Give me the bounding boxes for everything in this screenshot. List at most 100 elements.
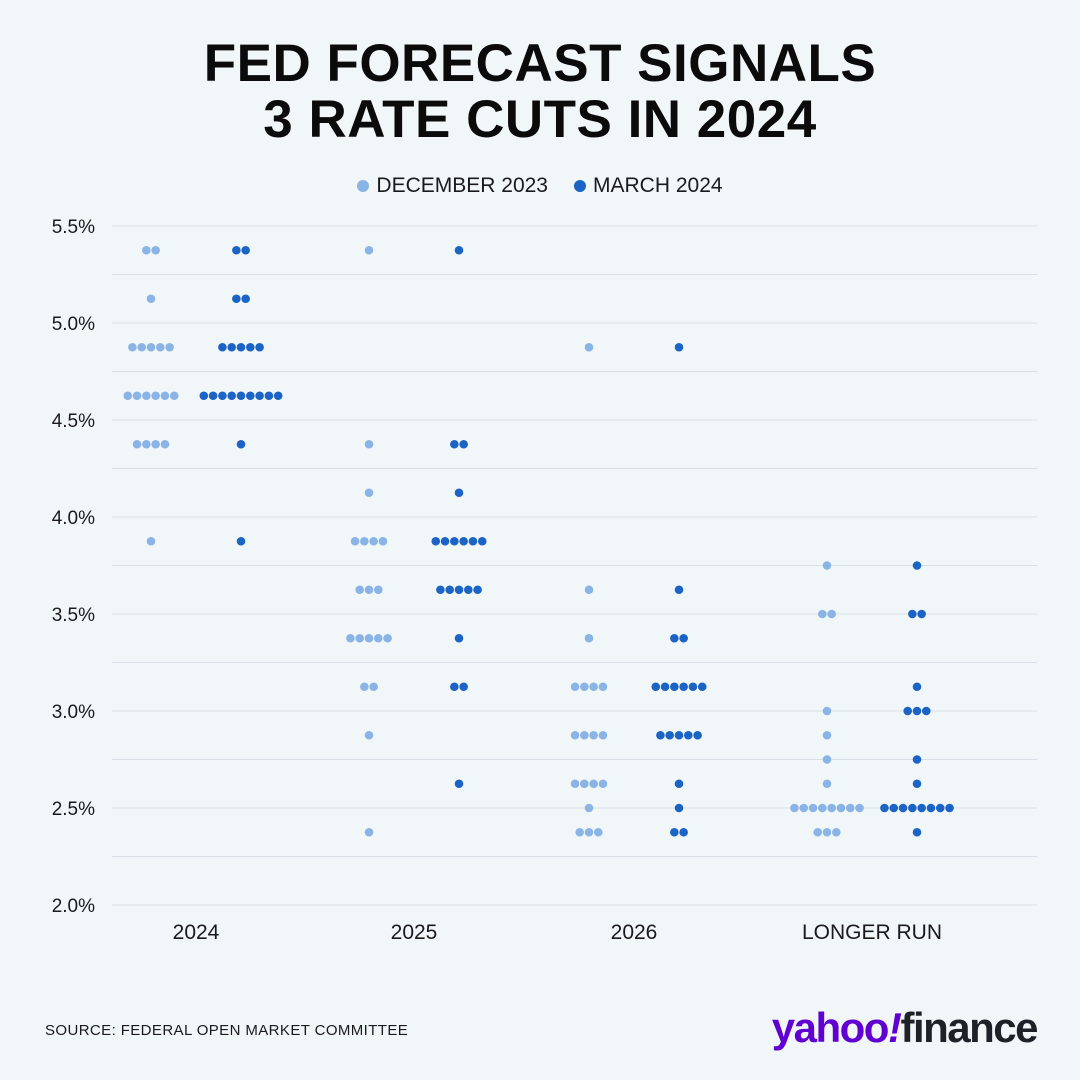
x-tick-label: LONGER RUN — [802, 921, 942, 944]
data-point — [227, 391, 236, 401]
data-point — [431, 536, 441, 546]
data-point — [454, 779, 464, 789]
data-point — [232, 245, 241, 255]
data-point — [236, 391, 246, 401]
data-point — [908, 803, 917, 813]
data-point — [836, 803, 846, 813]
data-point — [199, 391, 209, 401]
data-point — [156, 342, 165, 352]
data-point — [128, 342, 137, 352]
data-point — [473, 585, 482, 595]
data-point — [679, 633, 688, 643]
data-point — [142, 245, 151, 255]
data-point — [570, 730, 580, 740]
data-point — [589, 682, 598, 692]
data-point — [374, 585, 383, 595]
data-point — [926, 803, 936, 813]
data-point — [132, 391, 142, 401]
data-point — [255, 342, 264, 352]
yahoo-finance-logo: yahoo!finance — [771, 1003, 1039, 1053]
data-point — [364, 488, 374, 498]
data-point — [255, 391, 264, 401]
data-point — [137, 342, 146, 352]
data-point — [450, 439, 459, 449]
data-point — [123, 391, 133, 401]
data-point — [598, 682, 608, 692]
data-point — [822, 779, 832, 789]
data-point — [912, 682, 922, 692]
data-point — [459, 536, 468, 546]
x-tick-label: 2025 — [391, 921, 438, 944]
data-point — [350, 536, 360, 546]
y-tick-label: 2.5% — [52, 799, 95, 820]
data-point — [594, 827, 603, 837]
data-point — [246, 391, 255, 401]
data-point — [450, 682, 459, 692]
data-point — [580, 682, 589, 692]
data-point — [855, 803, 864, 813]
data-point — [584, 827, 594, 837]
data-point — [575, 827, 584, 837]
data-point — [160, 439, 170, 449]
data-point — [922, 706, 931, 716]
logo-bang: ! — [887, 1004, 902, 1051]
x-tick-label: 2026 — [611, 921, 658, 944]
data-point — [598, 730, 608, 740]
data-point — [440, 536, 450, 546]
data-point — [146, 536, 156, 546]
data-point — [165, 342, 174, 352]
data-point — [364, 439, 374, 449]
data-point — [232, 294, 241, 304]
data-point — [832, 827, 841, 837]
data-point — [880, 803, 889, 813]
data-point — [684, 730, 693, 740]
data-point — [589, 779, 598, 789]
data-point — [570, 779, 580, 789]
data-point — [445, 585, 455, 595]
data-point — [146, 294, 156, 304]
data-point — [459, 682, 468, 692]
data-point — [822, 730, 832, 740]
data-point — [813, 827, 822, 837]
data-point — [912, 827, 922, 837]
data-point — [378, 536, 388, 546]
data-point — [360, 682, 369, 692]
data-point — [227, 342, 236, 352]
data-point — [580, 779, 589, 789]
data-point — [246, 342, 255, 352]
data-point — [364, 827, 374, 837]
data-point — [822, 755, 832, 764]
data-point — [674, 779, 684, 789]
legend: DECEMBER 2023 MARCH 2024 — [0, 174, 1080, 198]
y-tick-label: 4.0% — [52, 508, 95, 529]
data-point — [364, 633, 374, 643]
logo-yahoo: yahoo — [771, 1004, 890, 1051]
legend-label-march: MARCH 2024 — [593, 174, 723, 197]
data-point — [917, 803, 926, 813]
data-point — [383, 633, 392, 643]
data-point — [454, 585, 464, 595]
data-point — [584, 342, 594, 352]
data-point — [688, 682, 698, 692]
data-point — [584, 633, 594, 643]
data-point — [459, 439, 468, 449]
data-point — [151, 391, 160, 401]
data-point — [364, 245, 374, 255]
data-point — [903, 706, 912, 716]
data-point — [236, 439, 246, 449]
data-point — [584, 803, 594, 813]
data-point — [670, 682, 679, 692]
data-point — [822, 827, 832, 837]
data-point — [580, 730, 589, 740]
title-line-2: 3 RATE CUTS IN 2024 — [263, 90, 817, 149]
data-point — [674, 803, 684, 813]
legend-item-march-2024: MARCH 2024 — [574, 174, 723, 198]
y-tick-label: 5.0% — [52, 314, 95, 335]
data-point — [570, 682, 580, 692]
logo-finance: finance — [900, 1004, 1038, 1051]
data-point — [436, 585, 445, 595]
y-tick-label: 3.5% — [52, 605, 95, 626]
data-point — [355, 633, 365, 643]
data-point — [790, 803, 799, 813]
